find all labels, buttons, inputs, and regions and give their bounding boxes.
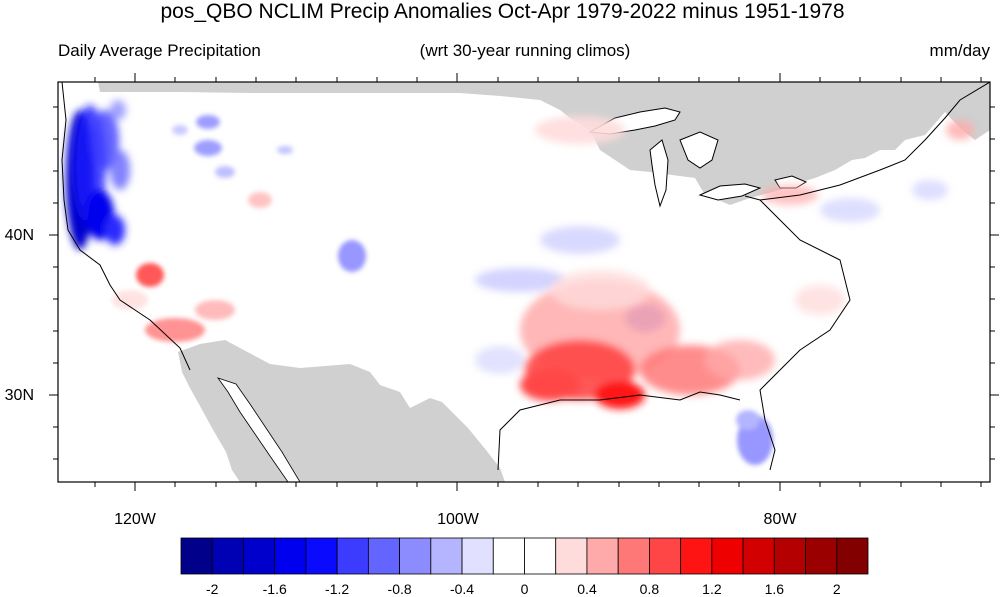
colorbar-swatch (649, 537, 682, 575)
colorbar-swatch (617, 537, 650, 575)
colorbar-swatch (805, 537, 838, 575)
positive-anomaly-gulf-coast (520, 270, 775, 409)
colorbar-label: 1.6 (765, 581, 785, 597)
colorbar-swatch (492, 537, 525, 575)
colorbar-swatch (524, 537, 557, 575)
lat-label-30n: 30N (5, 387, 34, 404)
colorbar-swatch (711, 537, 744, 575)
colorbar-swatch (773, 537, 806, 575)
positive-anomaly-great-lakes (535, 116, 974, 315)
colorbar-swatch (211, 537, 244, 575)
colorbar-swatch (555, 537, 588, 575)
map-ticks (49, 73, 999, 491)
colorbar-swatch (742, 537, 775, 575)
colorbar-label: 0 (521, 581, 529, 597)
negative-anomaly-rockies (172, 115, 366, 272)
colorbar-label: 2 (833, 581, 841, 597)
colorbar-label: -2 (206, 581, 219, 597)
great-lakes (588, 107, 808, 208)
colorbar-label: 0.4 (577, 581, 597, 597)
colorbar-label: 1.2 (702, 581, 722, 597)
colorbar-swatch (180, 537, 213, 575)
mexico-land (178, 340, 505, 482)
colorbar-label: 0.8 (640, 581, 660, 597)
colorbar-swatch (430, 537, 463, 575)
lon-label-80w: 80W (764, 511, 798, 528)
units-label: mm/day (929, 41, 990, 60)
positive-anomaly-california (112, 192, 272, 342)
center-subtitle: (wrt 30-year running climos) (419, 41, 631, 60)
gulf-of-california (216, 377, 301, 482)
colorbar-label: -1.6 (263, 581, 287, 597)
colorbar-swatch (243, 537, 276, 575)
anomaly-field (66, 100, 974, 465)
lon-label-120w: 120W (114, 511, 157, 528)
colorbar-swatch (336, 537, 369, 575)
coastlines (61, 82, 990, 471)
negative-anomaly-pacific-nw (66, 100, 130, 250)
map-title: pos_QBO NCLIM Precip Anomalies Oct-Apr 1… (160, 0, 845, 23)
map-panel (58, 82, 990, 482)
lon-label-100w: 100W (437, 511, 480, 528)
colorbar-label: -0.8 (388, 581, 412, 597)
colorbar: -2 -1.6 -1.2 -0.8 -0.4 0 0.4 0.8 1.2 1.6 2 (180, 537, 869, 597)
colorbar-swatch (367, 537, 400, 575)
colorbar-swatch (586, 537, 619, 575)
colorbar-swatch (274, 537, 307, 575)
canada-land (98, 82, 990, 205)
colorbar-swatch (305, 537, 338, 575)
colorbar-swatch (399, 537, 432, 575)
colorbar-label: -0.4 (450, 581, 474, 597)
colorbar-swatch (461, 537, 494, 575)
negative-anomaly-florida (736, 410, 773, 465)
colorbar-swatch (680, 537, 713, 575)
baja-peninsula (186, 372, 290, 482)
colorbar-swatch (836, 537, 869, 575)
lat-label-40n: 40N (5, 227, 34, 244)
map-frame (57, 81, 991, 483)
colorbar-label: -1.2 (325, 581, 349, 597)
left-subtitle: Daily Average Precipitation (58, 41, 261, 60)
